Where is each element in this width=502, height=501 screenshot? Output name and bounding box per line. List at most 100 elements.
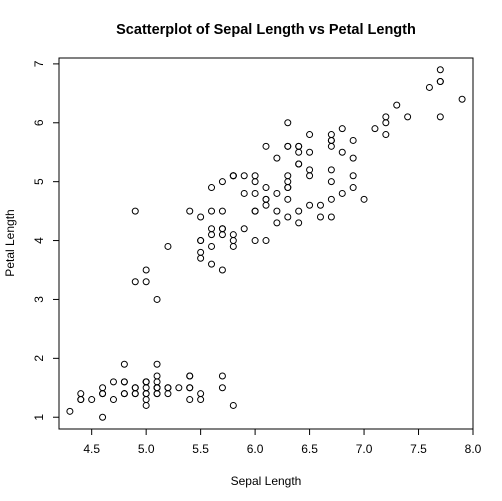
data-point [262,142,270,150]
data-point [142,390,150,398]
y-tick-label: 6 [32,119,46,126]
y-axis-label: Petal Length [3,209,17,276]
data-point [273,154,281,162]
chart-title: Scatterplot of Sepal Length vs Petal Len… [116,22,416,38]
data-point [120,378,128,386]
data-point [186,396,194,404]
data-point [251,189,259,197]
data-point [109,378,117,386]
data-point [197,396,205,404]
data-point [164,242,172,250]
data-point [295,207,303,215]
data-point [327,131,335,139]
data-point [120,360,128,368]
data-point [186,384,194,392]
data-point [229,231,237,239]
data-point [197,248,205,256]
data-point [306,131,314,139]
data-point [349,154,357,162]
data-point [458,95,466,103]
x-tick-label: 8.0 [465,442,482,456]
plot-frame [58,57,474,430]
x-tick-label: 5.0 [138,442,155,456]
data-point [197,390,205,398]
data-point [229,237,237,245]
data-point [109,396,117,404]
data-point [382,119,390,127]
data-point [77,390,85,398]
data-point [295,148,303,156]
data-point [142,278,150,286]
data-point [306,148,314,156]
data-point [327,136,335,144]
data-point [273,219,281,227]
data-point [349,184,357,192]
data-point [164,390,172,398]
data-point [197,237,205,245]
data-point [316,213,324,221]
y-tick-label: 3 [32,296,46,303]
data-point [164,384,172,392]
data-point [338,125,346,133]
data-point [131,207,139,215]
data-point [66,407,74,415]
data-point [251,178,259,186]
data-point [208,225,216,233]
y-tick-label: 4 [32,237,46,244]
data-point [284,184,292,192]
x-tick-label: 7.5 [410,442,427,456]
data-point [327,178,335,186]
data-point [295,219,303,227]
data-point [186,207,194,215]
data-point [218,207,226,215]
x-tick-label: 4.5 [83,442,100,456]
data-point [371,125,379,133]
data-point [393,101,401,109]
data-point [153,384,161,392]
data-point [240,225,248,233]
data-point [240,172,248,180]
data-point [436,78,444,86]
data-point [284,142,292,150]
data-point [251,172,259,180]
data-point [284,178,292,186]
x-axis: 4.5 5.0 5.5 6.0 6.5 7.0 7.5 8.0 [83,429,482,456]
data-point [316,201,324,209]
data-point [327,195,335,203]
data-point [153,390,161,398]
data-point [436,66,444,74]
data-point [229,401,237,409]
data-points [66,66,466,421]
data-point [208,184,216,192]
data-point [284,195,292,203]
x-tick-label: 7.0 [356,442,373,456]
data-point [120,390,128,398]
data-point [240,189,248,197]
data-point [273,207,281,215]
x-axis-label: Sepal Length [231,474,302,488]
data-point [284,172,292,180]
data-point [218,384,226,392]
data-point [306,201,314,209]
data-point [273,189,281,197]
data-point [349,172,357,180]
data-point [77,396,85,404]
data-point [142,401,150,409]
y-tick-label: 7 [32,60,46,67]
x-tick-label: 6.0 [247,442,264,456]
data-point [208,231,216,239]
data-point [153,372,161,380]
data-point [262,237,270,245]
data-point [262,184,270,192]
data-point [306,166,314,174]
data-point [208,207,216,215]
data-point [218,372,226,380]
x-tick-label: 6.5 [301,442,318,456]
data-point [436,113,444,121]
data-point [99,384,107,392]
data-point [327,213,335,221]
data-point [306,172,314,180]
data-point [131,384,139,392]
data-point [131,390,139,398]
data-point [262,195,270,203]
